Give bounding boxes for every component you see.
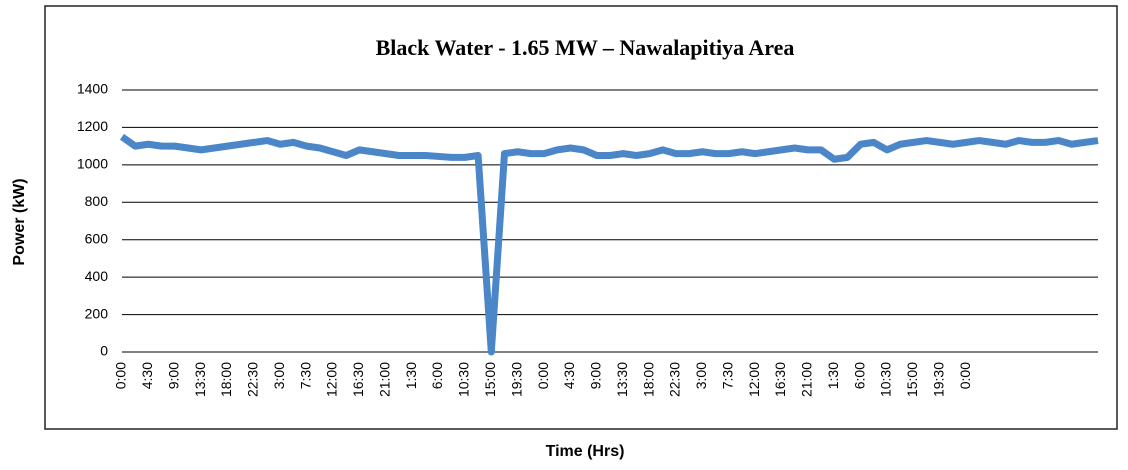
x-tick-label: 22:30 [245, 362, 261, 397]
x-tick-label: 10:30 [456, 362, 472, 397]
x-tick-label: 16:30 [772, 362, 788, 397]
y-tick-label: 1400 [77, 81, 108, 97]
y-axis-label: Power (kW) [11, 178, 28, 265]
x-tick-label: 3:00 [271, 362, 287, 389]
x-tick-label: 19:30 [930, 362, 946, 397]
x-tick-label: 13:30 [192, 362, 208, 397]
x-tick-label: 18:00 [218, 362, 234, 397]
y-tick-label: 1000 [77, 156, 108, 172]
x-tick-label: 9:00 [588, 362, 604, 389]
x-tick-label: 0:00 [113, 362, 129, 389]
y-tick-label: 0 [100, 343, 108, 359]
x-tick-label: 13:30 [614, 362, 630, 397]
x-tick-label: 1:30 [403, 362, 419, 389]
x-tick-label: 10:30 [878, 362, 894, 397]
x-tick-label: 15:00 [904, 362, 920, 397]
y-tick-label: 600 [85, 230, 109, 246]
x-tick-label: 4:30 [139, 362, 155, 389]
y-tick-label: 200 [85, 305, 109, 321]
x-axis-label: Time (Hrs) [546, 443, 625, 460]
x-tick-label: 15:00 [482, 362, 498, 397]
x-tick-label: 21:00 [376, 362, 392, 397]
y-tick-label: 400 [85, 268, 109, 284]
y-tick-label: 800 [85, 193, 109, 209]
y-tick-label: 1200 [77, 118, 108, 134]
x-tick-label: 3:00 [693, 362, 709, 389]
x-tick-label: 0:00 [535, 362, 551, 389]
x-tick-label: 7:30 [297, 362, 313, 389]
chart-title: Black Water - 1.65 MW – Nawalapitiya Are… [376, 35, 795, 60]
x-tick-label: 12:00 [746, 362, 762, 397]
x-tick-label: 16:30 [350, 362, 366, 397]
x-tick-label: 6:00 [851, 362, 867, 389]
chart-frame [44, 5, 1118, 430]
x-tick-label: 12:00 [324, 362, 340, 397]
x-tick-label: 22:30 [667, 362, 683, 397]
x-tick-label: 6:00 [429, 362, 445, 389]
x-tick-label: 7:30 [719, 362, 735, 389]
x-tick-label: 0:00 [957, 362, 973, 389]
x-tick-label: 19:30 [508, 362, 524, 397]
x-tick-label: 9:00 [165, 362, 181, 389]
line-series [119, 133, 1099, 356]
x-tick-label: 21:00 [799, 362, 815, 397]
x-tick-label: 1:30 [825, 362, 841, 389]
x-tick-label: 4:30 [561, 362, 577, 389]
x-tick-label: 18:00 [640, 362, 656, 397]
